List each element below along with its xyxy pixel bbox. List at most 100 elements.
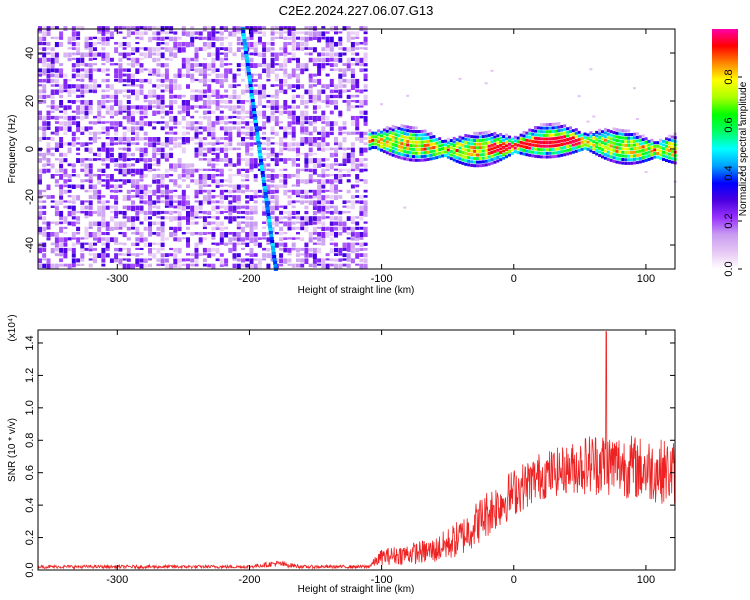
heatmap-cell (76, 195, 81, 201)
x-tick-label: 100 (637, 273, 655, 285)
heatmap-cell (618, 150, 622, 154)
heatmap-cell (338, 168, 343, 173)
heatmap-cell (296, 31, 300, 35)
heatmap-cell (321, 174, 326, 178)
heatmap-cell (101, 158, 106, 162)
heatmap-cell (177, 258, 182, 263)
heatmap-cell (574, 146, 578, 150)
heatmap-cell (644, 155, 648, 159)
heatmap-cell (406, 147, 410, 151)
heatmap-cell (368, 140, 372, 143)
heatmap-cell (452, 140, 456, 144)
heatmap-cell (321, 100, 326, 103)
heatmap-cell (279, 78, 284, 84)
heatmap-cell (71, 115, 76, 121)
heatmap-cell (432, 146, 436, 149)
heatmap-cell (350, 115, 355, 121)
heatmap-cell (355, 216, 360, 219)
heatmap-cell (667, 138, 671, 142)
heatmap-cell (487, 130, 491, 134)
heatmap-cell (321, 232, 326, 238)
heatmap-cell (105, 158, 110, 162)
heatmap-cell (338, 247, 343, 254)
heatmap-cell (490, 143, 494, 147)
heatmap-cell (317, 174, 322, 178)
heatmap-cell (624, 143, 628, 147)
heatmap-cell (181, 189, 186, 196)
heatmap-cell (270, 158, 275, 162)
heatmap-cell (624, 151, 628, 155)
heatmap-cell (262, 142, 267, 145)
heatmap-cell (173, 253, 178, 259)
heatmap-cell (317, 216, 322, 222)
heatmap-cell (350, 163, 355, 168)
heatmap-cell (245, 42, 250, 48)
heatmap-cell (621, 147, 625, 151)
heatmap-cell (152, 168, 157, 172)
heatmap-cell (653, 144, 657, 148)
heatmap-cell (194, 210, 199, 217)
heatmap-cell (551, 155, 555, 159)
heatmap-cell (653, 152, 657, 155)
heatmap-cell (355, 168, 360, 171)
heatmap-cell (317, 232, 322, 237)
heatmap-cell (84, 242, 89, 245)
heatmap-cell (635, 161, 639, 165)
heatmap-cell (270, 216, 275, 220)
heatmap-cell (350, 36, 355, 40)
heatmap-cell (397, 148, 401, 152)
heatmap-cell (190, 253, 195, 257)
heatmap-cell (406, 154, 410, 158)
heatmap-cell (481, 156, 485, 160)
heatmap-cell (59, 258, 64, 263)
heatmap-cell (211, 147, 216, 152)
heatmap-cell (308, 78, 313, 83)
heatmap-cell (88, 47, 93, 53)
heatmap-cell (67, 121, 72, 126)
heatmap-cell (236, 68, 241, 72)
heatmap-cell (262, 232, 267, 237)
heatmap-cell (317, 258, 322, 263)
heatmap-cell (181, 63, 186, 69)
heatmap-cell (548, 126, 552, 130)
heatmap-cell (122, 179, 127, 185)
heatmap-cell (531, 143, 535, 147)
heatmap-cell (241, 121, 245, 125)
heatmap-cell (54, 52, 59, 58)
heatmap-cell (635, 146, 639, 150)
heatmap-cell (59, 163, 64, 169)
heatmap-cell (173, 247, 178, 253)
heatmap-cell (571, 129, 575, 133)
heatmap-cell (350, 68, 355, 74)
heatmap-cell (224, 115, 229, 120)
heatmap-cell (359, 253, 364, 257)
heatmap-cell (618, 143, 622, 147)
heatmap-cell (380, 134, 383, 138)
heatmap-cell (109, 110, 114, 116)
heatmap-cell (97, 105, 102, 111)
heatmap-cell (186, 226, 190, 230)
heatmap-cell (635, 157, 639, 161)
heatmap-cell (615, 160, 619, 164)
heatmap-cell (236, 184, 241, 190)
heatmap-cell (635, 153, 639, 157)
heatmap-cell (270, 200, 275, 204)
heatmap-cell (308, 189, 313, 193)
heatmap-cell (563, 149, 567, 153)
heatmap-cell (164, 31, 169, 35)
heatmap-cell (202, 36, 207, 40)
heatmap-cell (215, 158, 220, 162)
heatmap-cell (612, 134, 616, 138)
heatmap-cell (304, 152, 309, 158)
heatmap-cell (304, 242, 309, 248)
heatmap-cell (592, 136, 596, 140)
heatmap-cell (499, 158, 503, 162)
heatmap-cell (271, 249, 276, 253)
heatmap-cell (499, 147, 503, 151)
heatmap-cell (42, 221, 47, 225)
heatmap-cell (38, 47, 42, 51)
heatmap-cell (274, 110, 279, 114)
heatmap-cell (173, 94, 178, 99)
heatmap-cell (621, 132, 625, 136)
heatmap-cell (135, 94, 140, 101)
